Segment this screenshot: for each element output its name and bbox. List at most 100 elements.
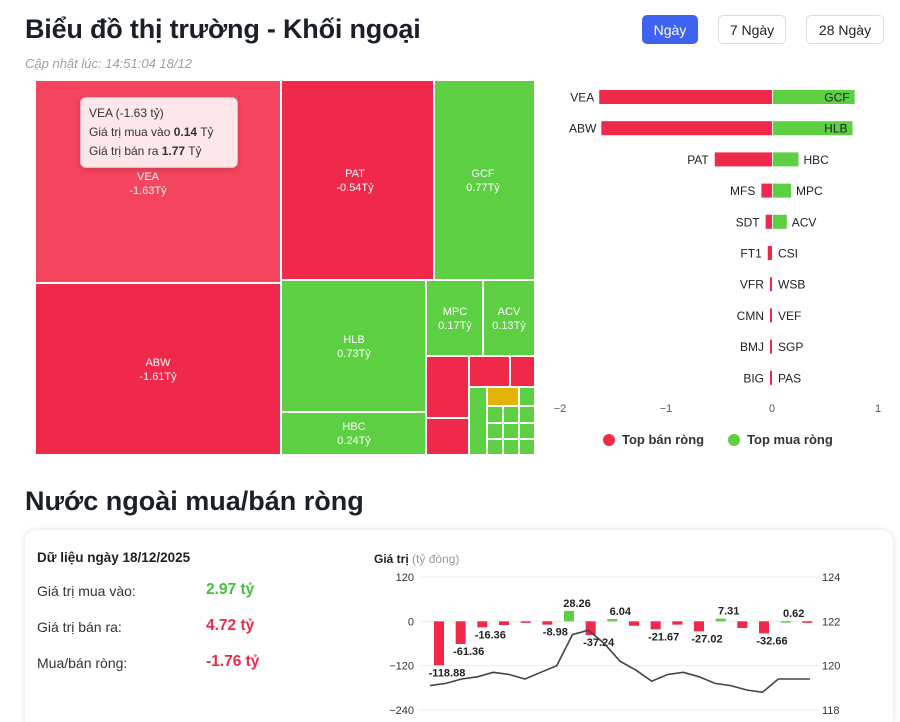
buy-ticker-label: PAS [778,371,801,385]
legend-sell-dot [603,433,615,446]
sell-bar [761,183,772,198]
flow-bar [455,621,466,645]
sell-bar [714,152,772,167]
treemap-cell-mpc[interactable]: MPC 0.17Tỷ [426,280,483,356]
legend-buy[interactable]: Top mua ròng [728,432,833,447]
x-tick-label: 1 [875,403,881,415]
buy-ticker-label: GCF [824,91,849,105]
buy-bar [773,152,799,167]
treemap: VEA -1.63Tỷ PAT -0.54Tỷ GCF 0.77Tỷ ABW -1.61… [35,80,535,455]
treemap-cell-small[interactable] [503,423,519,439]
flow-bar [564,610,574,622]
treemap-label: ACV 0.13Tỷ [492,306,526,332]
summary-net-value: -1.76 tỷ [206,653,260,670]
net-flow-bar-chart: VEA GCF ABW HLB PAT HBC MFS MPC SDT ACV FT1 CSI VFR W… [554,90,881,415]
legend-sell[interactable]: Top bán ròng [603,432,704,447]
flow-bar [672,621,683,625]
legend-buy-label: Top mua ròng [747,432,833,447]
buy-ticker-label: SGP [778,340,803,354]
sell-bar [601,121,772,136]
sell-ticker-label: VEA [570,91,594,105]
treemap-cell-small[interactable] [519,439,535,455]
summary-date: Dữ liệu ngày 18/12/2025 [37,550,191,565]
flow-bar-label: -21.67 [648,631,679,643]
buy-ticker-label: CSI [778,247,798,261]
treemap-cell-small[interactable] [426,356,469,418]
flow-bar-label: 0.62 [783,608,804,620]
sell-ticker-label: VFR [740,278,764,292]
flow-bar [499,621,509,626]
flow-bar-label: -27.02 [691,633,722,645]
flow-chart-label: Giá trị (tỷ đồng) [374,552,460,566]
flow-bar [737,621,748,628]
summary-buy-label: Giá trị mua vào: [37,583,136,599]
daily-flow-chart: 120 0 −120 −240 124 122 120 118 -118.88 -61.36 -16… [389,572,840,717]
y-left-tick: 120 [396,572,414,584]
treemap-cell-small[interactable] [487,439,503,455]
price-line [429,629,810,694]
tab-day[interactable]: Ngày [642,15,698,44]
flow-bar-label: 7.31 [718,606,739,618]
x-tick-label: −1 [660,403,673,415]
tooltip-sell: Giá trị bán ra 1.77 Tỷ [89,144,202,158]
treemap-tooltip: VEA (-1.63 tỷ) Giá trị mua vào 0.14 Tỷ G… [80,97,238,168]
sell-bar [770,339,772,354]
buy-bar [773,90,855,104]
buy-ticker-label: MPC [796,184,823,198]
treemap-cell-small[interactable] [519,387,535,406]
flow-bar-label: -32.66 [756,635,787,647]
flow-bar [585,621,596,636]
buy-bar [773,183,792,198]
treemap-cell-small[interactable] [469,387,487,455]
flow-bar [650,621,661,630]
buy-ticker-label: HBC [803,153,829,167]
treemap-cell-hlb[interactable]: HLB 0.73Tỷ [281,280,426,412]
treemap-cell-pat[interactable]: PAT -0.54Tỷ [281,80,434,280]
sell-bar [770,308,772,323]
legend-sell-label: Top bán ròng [622,432,705,447]
buy-bar [773,214,787,229]
y-right-tick: 120 [822,661,840,673]
treemap-cell-small[interactable] [510,356,535,387]
y-left-tick: −120 [389,661,414,673]
treemap-label: VEA -1.63Tỷ [129,171,167,197]
flow-bar-label: 6.04 [610,606,632,618]
sell-ticker-label: PAT [687,153,709,167]
treemap-cell-small[interactable] [487,423,503,439]
summary-sell-label: Giá trị bán ra: [37,619,122,635]
treemap-cell-small[interactable] [487,387,519,406]
treemap-cell-small[interactable] [503,406,519,423]
tooltip-title: VEA (-1.63 tỷ) [89,106,164,120]
treemap-cell-hbc[interactable]: HBC 0.24Tỷ [281,412,426,455]
legend-buy-dot [728,433,741,446]
y-right-tick: 118 [822,705,840,717]
treemap-label: GCF 0.77Tỷ [466,168,500,194]
buy-bar [773,121,853,136]
flow-bar-label: -61.36 [453,646,484,658]
treemap-cell-small[interactable] [487,406,503,423]
tab-28-days[interactable]: 28 Ngày [806,15,884,44]
sell-ticker-label: SDT [736,215,761,229]
tab-7-days[interactable]: 7 Ngày [718,15,786,44]
treemap-cell-small[interactable] [503,439,519,455]
flow-bar [542,621,553,625]
x-tick-label: 0 [769,403,775,415]
buy-ticker-label: ACV [792,215,817,229]
treemap-cell-small[interactable] [426,418,469,455]
treemap-cell-acv[interactable]: ACV 0.13Tỷ [483,280,535,356]
treemap-cell-small[interactable] [519,406,535,423]
treemap-cell-small[interactable] [469,356,510,387]
sell-bar [765,214,772,229]
treemap-label: ABW -1.61Tỷ [139,357,177,383]
summary-sell-value: 4.72 tỷ [206,617,255,634]
summary-buy-value: 2.97 tỷ [206,581,255,598]
y-left-tick: −240 [389,705,414,717]
sell-ticker-label: CMN [737,309,764,323]
treemap-label: HLB 0.73Tỷ [337,334,371,360]
sell-bar [767,246,772,260]
treemap-cell-abw[interactable]: ABW -1.61Tỷ [35,283,281,455]
buy-ticker-label: WSB [778,278,805,292]
buy-ticker-label: HLB [824,122,847,136]
treemap-cell-gcf[interactable]: GCF 0.77Tỷ [434,80,535,280]
treemap-cell-small[interactable] [519,423,535,439]
